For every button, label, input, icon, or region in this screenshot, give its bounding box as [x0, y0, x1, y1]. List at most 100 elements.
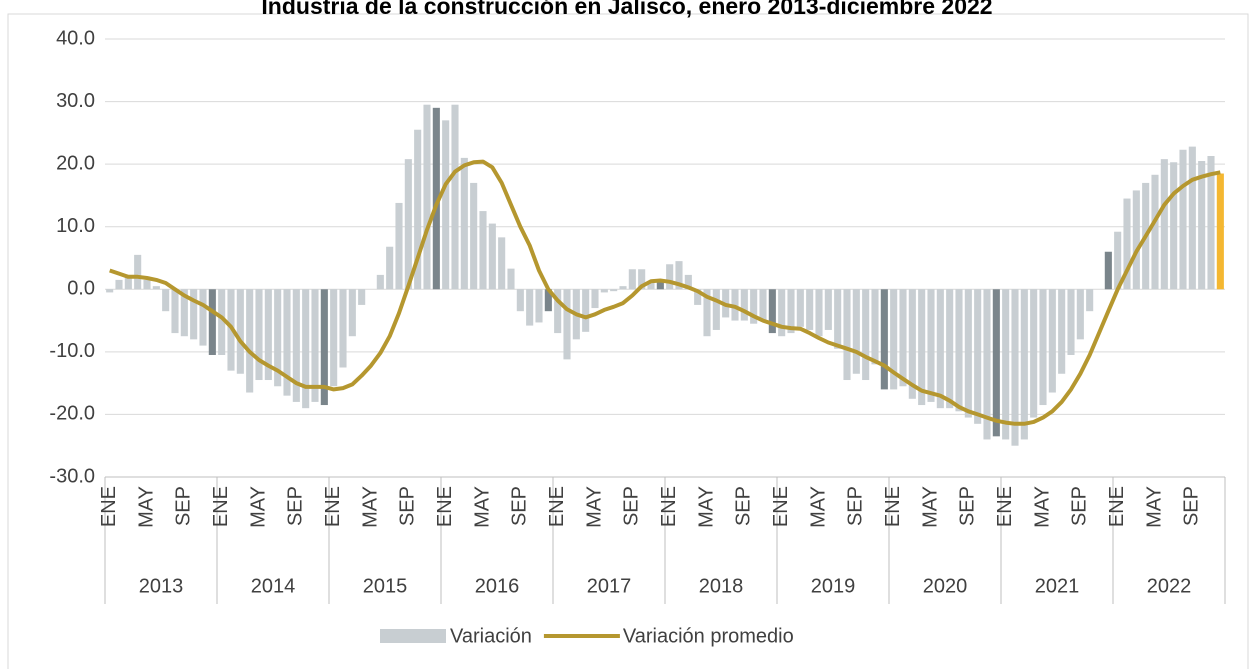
bar: [171, 289, 179, 334]
year-label: 2016: [475, 575, 520, 597]
bar: [1067, 289, 1075, 355]
bar: [302, 289, 310, 409]
bar: [1104, 251, 1112, 290]
x-tick-label: SEP: [957, 486, 979, 526]
bar: [824, 289, 832, 330]
year-label: 2018: [699, 575, 744, 597]
bar: [992, 289, 1000, 437]
bar: [1002, 289, 1010, 440]
bar: [778, 289, 786, 337]
x-tick-label: MAY: [359, 486, 381, 528]
bar: [1020, 289, 1028, 440]
bar: [274, 289, 282, 387]
bar: [143, 279, 151, 290]
x-tick-label: SEP: [733, 486, 755, 526]
y-tick-label: -10.0: [49, 340, 95, 362]
bar: [162, 289, 170, 312]
bar: [1123, 198, 1131, 290]
x-tick-label: ENE: [1106, 486, 1128, 527]
bar: [1179, 149, 1187, 290]
year-label: 2017: [587, 575, 632, 597]
bar: [1086, 289, 1094, 312]
bar: [479, 211, 487, 290]
bar: [610, 289, 618, 292]
bar: [330, 289, 338, 387]
y-tick-label: -20.0: [49, 403, 95, 425]
year-label: 2013: [139, 575, 184, 597]
bar: [1030, 289, 1038, 418]
bar: [507, 268, 515, 290]
bar: [712, 289, 720, 330]
bar: [1188, 146, 1196, 290]
y-tick-label: 10.0: [56, 215, 95, 237]
chart-title: Industria de la construcción en Jalisco,…: [261, 0, 992, 19]
bar: [255, 289, 263, 381]
bar: [1170, 162, 1178, 290]
x-tick-label: SEP: [173, 486, 195, 526]
x-tick-label: SEP: [1069, 486, 1091, 526]
bar: [339, 289, 347, 368]
x-tick-label: MAY: [471, 486, 493, 528]
bar: [554, 289, 562, 334]
bar: [834, 289, 842, 349]
line: [109, 159, 1221, 426]
y-tick-label: 30.0: [56, 90, 95, 112]
bar: [180, 289, 188, 337]
x-tick-label: ENE: [210, 486, 232, 527]
year-label: 2015: [363, 575, 408, 597]
bar: [628, 269, 636, 290]
bar: [936, 289, 944, 409]
bar: [470, 182, 478, 290]
x-tick-label: ENE: [434, 486, 456, 527]
bar: [526, 289, 534, 326]
bar: [675, 261, 683, 290]
x-tick-label: ENE: [994, 486, 1016, 527]
bar: [199, 289, 207, 346]
bar: [591, 289, 599, 309]
bar: [1198, 161, 1206, 290]
bar: [694, 289, 702, 305]
year-label: 2020: [923, 575, 968, 597]
bar: [1216, 173, 1224, 290]
x-tick-label: SEP: [509, 486, 531, 526]
x-tick-label: MAY: [583, 486, 605, 528]
bar: [190, 289, 198, 340]
bar: [1151, 174, 1159, 290]
x-tick-label: MAY: [247, 486, 269, 528]
bar: [386, 246, 394, 290]
bar: [787, 289, 795, 334]
bar: [759, 289, 767, 321]
year-label: 2014: [251, 575, 296, 597]
bar: [404, 159, 412, 290]
bar: [535, 289, 543, 323]
bar: [703, 289, 711, 337]
bar: [918, 289, 926, 406]
bar: [115, 279, 123, 290]
legend-label: Variación promedio: [623, 625, 794, 647]
bar: [442, 120, 450, 290]
bar: [656, 279, 664, 290]
bar: [666, 264, 674, 290]
bar: [283, 289, 291, 396]
x-tick-label: SEP: [845, 486, 867, 526]
x-tick-label: MAY: [1031, 486, 1053, 528]
x-tick-label: SEP: [621, 486, 643, 526]
x-tick-label: ENE: [882, 486, 904, 527]
bar: [927, 289, 935, 402]
bar: [647, 283, 655, 290]
bar: [1011, 289, 1019, 446]
bar: [684, 274, 692, 290]
bar: [768, 289, 776, 334]
bar: [246, 289, 254, 393]
chart-frame: [7, 13, 1249, 669]
bar: [152, 286, 160, 290]
bar: [843, 289, 851, 381]
x-tick-label: MAY: [135, 486, 157, 528]
bar: [106, 289, 114, 293]
bar: [1048, 289, 1056, 393]
bar: [1132, 190, 1140, 290]
bar: [974, 289, 982, 424]
bar: [311, 289, 319, 402]
bar: [796, 289, 804, 327]
